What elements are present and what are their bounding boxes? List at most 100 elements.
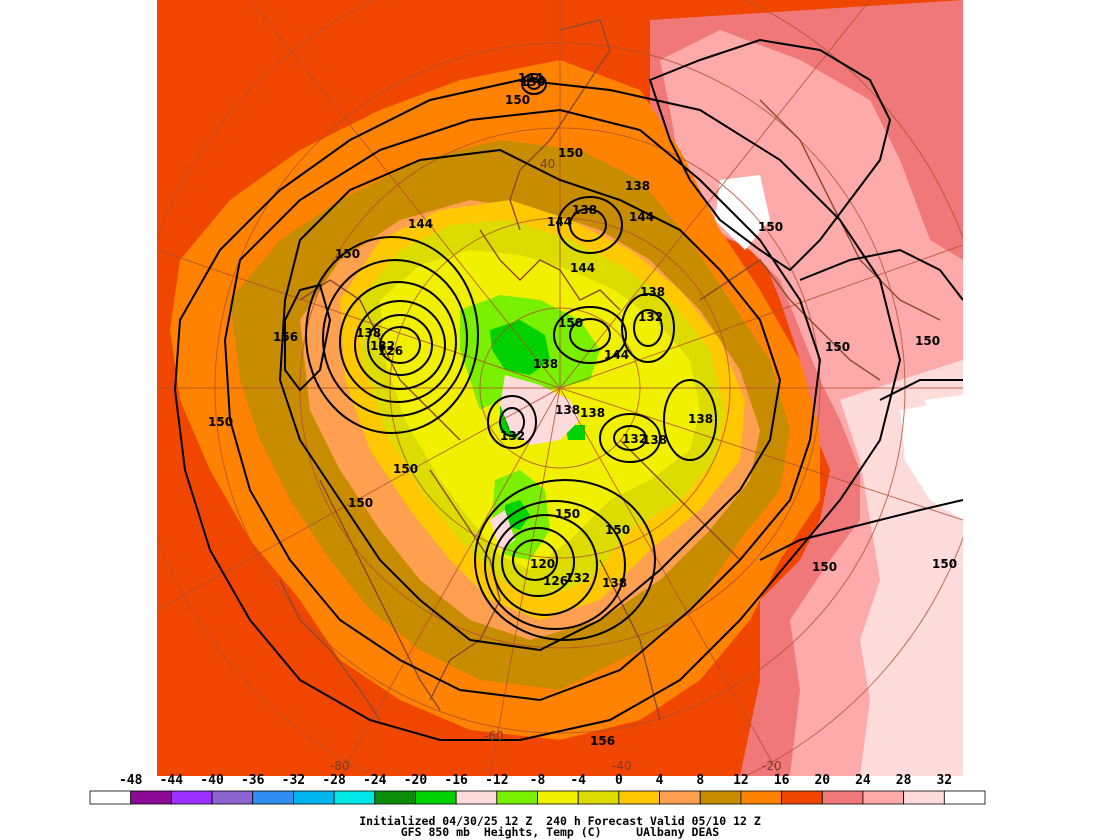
height-label: 150 bbox=[812, 560, 837, 574]
height-label: 150 bbox=[348, 496, 373, 510]
legend-tick-label: -40 bbox=[200, 773, 224, 788]
height-label: 150 bbox=[393, 462, 418, 476]
height-label: 150 bbox=[915, 334, 940, 348]
latitude-label: 40 bbox=[540, 157, 555, 171]
legend-tick-label: -4 bbox=[570, 773, 586, 788]
legend-swatch bbox=[130, 790, 172, 805]
height-label: 132 bbox=[565, 571, 590, 585]
height-label: 132 bbox=[622, 432, 647, 446]
grid-labels: 40 -80 -60 -40 -20 bbox=[330, 157, 782, 773]
legend-tick-label: -48 bbox=[119, 773, 143, 788]
longitude-label: -60 bbox=[484, 729, 504, 743]
product-line-2: GFS 850 mb Heights, Temp (C) UAlbany DEA… bbox=[400, 825, 720, 839]
legend-swatch bbox=[862, 790, 905, 805]
height-label: 156 bbox=[590, 734, 615, 748]
legend-tick-label: -16 bbox=[444, 773, 468, 788]
legend-tick-label: -24 bbox=[363, 773, 387, 788]
temp-field-32-plus bbox=[715, 175, 963, 520]
legend-tick-label: 16 bbox=[774, 773, 790, 788]
height-label: 150 bbox=[505, 93, 530, 107]
legend-swatch bbox=[89, 790, 132, 805]
height-label: 150 bbox=[335, 247, 360, 261]
legend-swatch bbox=[699, 790, 742, 805]
height-label: 126 bbox=[378, 344, 403, 358]
height-label: 150 bbox=[558, 146, 583, 160]
legend-swatch bbox=[170, 790, 213, 805]
height-label: 144 bbox=[629, 210, 654, 224]
longitude-label: -20 bbox=[762, 759, 782, 773]
legend-swatch bbox=[333, 790, 376, 805]
height-label: 150 bbox=[758, 220, 783, 234]
legend-swatch bbox=[577, 790, 620, 805]
legend-tick-label: -36 bbox=[241, 773, 265, 788]
height-label: 138 bbox=[640, 285, 665, 299]
legend-tick-label: 28 bbox=[896, 773, 912, 788]
legend-swatch bbox=[455, 790, 498, 805]
height-label: 138 bbox=[356, 326, 381, 340]
legend-swatch bbox=[415, 790, 457, 805]
height-label: 144 bbox=[547, 215, 572, 229]
legend-swatch bbox=[211, 790, 254, 805]
height-label: 138 bbox=[580, 406, 605, 420]
height-label: 150 bbox=[555, 507, 580, 521]
height-label: 144 bbox=[408, 217, 433, 231]
legend-tick-label: 8 bbox=[696, 773, 704, 788]
graticule bbox=[157, 0, 963, 776]
legend-swatch bbox=[740, 790, 782, 805]
legend-swatch bbox=[659, 790, 701, 805]
legend-swatch bbox=[293, 790, 335, 805]
height-label: 144 bbox=[604, 348, 629, 362]
legend-tick-label: -44 bbox=[160, 773, 184, 788]
legend-tick-label: -12 bbox=[485, 773, 508, 788]
coastlines bbox=[279, 19, 941, 721]
height-label: 150 bbox=[208, 415, 233, 429]
legend-swatch bbox=[374, 790, 416, 805]
legend-tick-label: 12 bbox=[733, 773, 749, 788]
height-label: 150 bbox=[520, 75, 545, 89]
height-label: 138 bbox=[533, 357, 558, 371]
height-label: 150 bbox=[825, 340, 850, 354]
legend-swatch bbox=[252, 790, 294, 805]
height-contours bbox=[173, 38, 963, 741]
longitude-label: -80 bbox=[330, 759, 350, 773]
height-label: 138 bbox=[572, 203, 597, 217]
temp-field-neg12-neg8 bbox=[460, 295, 600, 560]
height-label: 132 bbox=[638, 310, 663, 324]
height-label: 144 bbox=[518, 71, 543, 85]
legend-tick-label: 24 bbox=[855, 773, 871, 788]
legend-tick-label: 20 bbox=[814, 773, 830, 788]
height-label: 132 bbox=[500, 429, 525, 443]
legend-tick-label: -20 bbox=[404, 773, 428, 788]
legend-swatch bbox=[943, 790, 986, 805]
height-label: 156 bbox=[273, 330, 298, 344]
legend-swatch bbox=[618, 790, 660, 805]
height-label: 120 bbox=[530, 557, 555, 571]
height-label: 138 bbox=[602, 576, 627, 590]
height-label: 138 bbox=[688, 412, 713, 426]
legend-tick-label: 4 bbox=[656, 773, 664, 788]
temperature-legend: -48 -44 -40 -36 -32 -28 -24 -20 -16 -12 -8 -4 0 4 8 12 1… bbox=[89, 773, 986, 805]
height-labels: 144 150 150 138 144 144 138 150 144 144 … bbox=[208, 71, 957, 748]
legend-tick-label: 32 bbox=[936, 773, 952, 788]
legend-tick-label: -28 bbox=[322, 773, 346, 788]
legend-swatch bbox=[781, 790, 823, 805]
height-label: 138 bbox=[625, 179, 650, 193]
height-label: 150 bbox=[605, 523, 630, 537]
height-label: 144 bbox=[570, 261, 595, 275]
legend-tick-label: 0 bbox=[615, 773, 623, 788]
height-label: 138 bbox=[555, 403, 580, 417]
longitude-label: -40 bbox=[612, 759, 632, 773]
height-label: 150 bbox=[558, 316, 583, 330]
height-label: 138 bbox=[642, 433, 667, 447]
product-line-1: Initialized 04/30/25 12 Z 240 h Forecast… bbox=[359, 814, 761, 828]
legend-swatch bbox=[496, 790, 538, 805]
height-label: 126 bbox=[543, 574, 568, 588]
legend-swatch bbox=[903, 790, 945, 805]
legend-tick-label: -32 bbox=[282, 773, 305, 788]
temp-field-neg16-neg12 bbox=[490, 375, 580, 550]
legend-tick-label: -8 bbox=[530, 773, 546, 788]
height-label: 150 bbox=[932, 557, 957, 571]
legend-swatch bbox=[537, 790, 579, 805]
legend-swatch bbox=[821, 790, 864, 805]
